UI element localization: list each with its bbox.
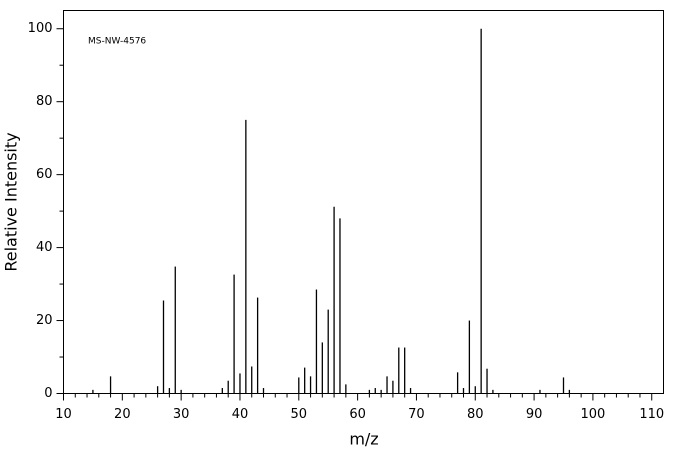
x-tick-label: 80	[467, 407, 484, 422]
x-tick-label: 40	[232, 407, 249, 422]
x-tick-label: 20	[114, 407, 131, 422]
y-tick-label: 0	[44, 386, 52, 401]
x-tick-label: 70	[408, 407, 425, 422]
annotation: MS-NW-4576	[88, 37, 146, 47]
y-tick-label: 60	[36, 167, 53, 182]
x-tick-label: 60	[349, 407, 366, 422]
x-tick-label: 90	[526, 407, 543, 422]
y-axis-label: Relative Intensity	[2, 132, 21, 271]
y-tick-label: 100	[28, 21, 53, 36]
x-tick-label: 100	[580, 407, 605, 422]
y-tick-label: 80	[36, 94, 53, 109]
plot-frame	[63, 10, 664, 394]
x-tick-label: 30	[173, 407, 190, 422]
x-axis-label: m/z	[349, 430, 378, 449]
x-tick-label: 110	[639, 407, 664, 422]
y-tick-label: 20	[36, 313, 53, 328]
x-tick-label: 10	[55, 407, 72, 422]
y-tick-label: 40	[36, 240, 53, 255]
x-tick-label: 50	[291, 407, 308, 422]
